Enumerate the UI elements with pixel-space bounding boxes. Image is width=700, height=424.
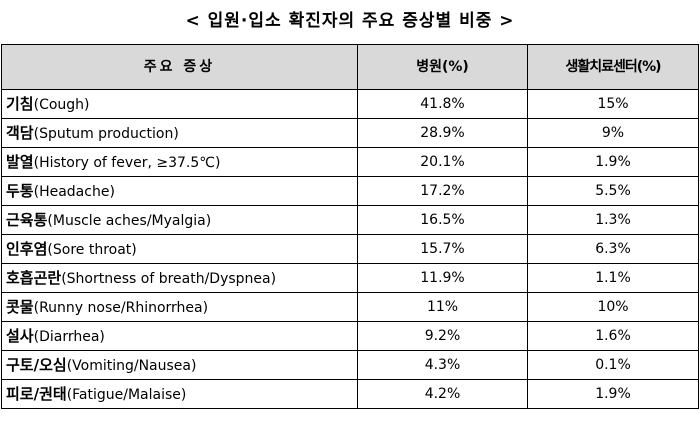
symptom-cell: 피로/권태(Fatigue/Malaise): [1, 379, 358, 409]
center-percent: 9%: [527, 118, 699, 148]
center-percent: 1.9%: [527, 379, 699, 409]
symptom-name-ko: 근육통: [6, 210, 48, 229]
hospital-percent: 11%: [357, 292, 528, 322]
symptom-cell: 인후염(Sore throat): [1, 234, 358, 264]
table-row: 인후염(Sore throat) 15.7% 6.3%: [1, 234, 699, 264]
center-percent: 15%: [527, 89, 699, 119]
table-row: 콧물(Runny nose/Rhinorrhea) 11% 10%: [1, 292, 699, 322]
hospital-percent: 15.7%: [357, 234, 528, 264]
center-percent: 1.6%: [527, 321, 699, 351]
hospital-percent: 4.2%: [357, 379, 528, 409]
symptom-cell: 객담(Sputum production): [1, 118, 358, 148]
hospital-percent: 41.8%: [357, 89, 528, 119]
symptom-name-ko: 객담: [6, 123, 34, 142]
symptom-name-ko: 인후염: [6, 239, 48, 258]
center-percent: 1.1%: [527, 263, 699, 293]
symptom-cell: 구토/오심(Vomiting/Nausea): [1, 350, 358, 380]
symptom-name-en: (Muscle aches/Myalgia): [47, 212, 212, 229]
hospital-percent: 4.3%: [357, 350, 528, 380]
table-row: 두통(Headache) 17.2% 5.5%: [1, 176, 699, 206]
table-row: 근육통(Muscle aches/Myalgia) 16.5% 1.3%: [1, 205, 699, 235]
symptom-name-en: (Sore throat): [47, 241, 137, 258]
table-row: 피로/권태(Fatigue/Malaise) 4.2% 1.9%: [1, 379, 699, 409]
symptom-name-en: (Sputum production): [33, 125, 179, 142]
symptom-name-ko: 콧물: [6, 297, 34, 316]
center-percent: 6.3%: [527, 234, 699, 264]
center-percent: 10%: [527, 292, 699, 322]
hospital-percent: 17.2%: [357, 176, 528, 206]
table-row: 기침(Cough) 41.8% 15%: [1, 89, 699, 119]
table-row: 호흡곤란(Shortness of breath/Dyspnea) 11.9% …: [1, 263, 699, 293]
table-row: 구토/오심(Vomiting/Nausea) 4.3% 0.1%: [1, 350, 699, 380]
table-row: 발열(History of fever, ≥37.5℃) 20.1% 1.9%: [1, 147, 699, 177]
hospital-percent: 9.2%: [357, 321, 528, 351]
symptom-name-en: (History of fever, ≥37.5℃): [33, 154, 221, 171]
symptom-table: 주요 증상 병원(%) 생활치료센터(%) 기침(Cough) 41.8% 15…: [1, 44, 699, 409]
symptom-cell: 호흡곤란(Shortness of breath/Dyspnea): [1, 263, 358, 293]
symptom-name-ko: 피로/권태: [6, 384, 67, 403]
symptom-name-ko: 구토/오심: [6, 355, 67, 374]
symptom-name-en: (Cough): [33, 96, 90, 113]
symptom-name-en: (Diarrhea): [33, 328, 105, 345]
table-row: 설사(Diarrhea) 9.2% 1.6%: [1, 321, 699, 351]
header-treatment-center: 생활치료센터(%): [527, 44, 699, 90]
symptom-cell: 설사(Diarrhea): [1, 321, 358, 351]
symptom-name-en: (Headache): [33, 183, 115, 200]
center-percent: 5.5%: [527, 176, 699, 206]
header-hospital: 병원(%): [357, 44, 528, 90]
center-percent: 0.1%: [527, 350, 699, 380]
table-header-row: 주요 증상 병원(%) 생활치료센터(%): [1, 44, 699, 90]
symptom-name-ko: 호흡곤란: [6, 268, 62, 287]
symptom-cell: 기침(Cough): [1, 89, 358, 119]
symptom-name-en: (Fatigue/Malaise): [66, 386, 187, 403]
symptom-cell: 발열(History of fever, ≥37.5℃): [1, 147, 358, 177]
header-symptom: 주요 증상: [1, 44, 358, 90]
symptom-name-en: (Shortness of breath/Dyspnea): [61, 270, 277, 287]
symptom-cell: 콧물(Runny nose/Rhinorrhea): [1, 292, 358, 322]
table-row: 객담(Sputum production) 28.9% 9%: [1, 118, 699, 148]
symptom-name-ko: 기침: [6, 94, 34, 113]
symptom-cell: 두통(Headache): [1, 176, 358, 206]
symptom-name-ko: 설사: [6, 326, 34, 345]
hospital-percent: 16.5%: [357, 205, 528, 235]
symptom-name-en: (Runny nose/Rhinorrhea): [33, 299, 209, 316]
hospital-percent: 28.9%: [357, 118, 528, 148]
hospital-percent: 11.9%: [357, 263, 528, 293]
document-title: < 입원·입소 확진자의 주요 증상별 비중 >: [185, 11, 515, 31]
symptom-cell: 근육통(Muscle aches/Myalgia): [1, 205, 358, 235]
center-percent: 1.9%: [527, 147, 699, 177]
center-percent: 1.3%: [527, 205, 699, 235]
symptom-name-ko: 발열: [6, 152, 34, 171]
hospital-percent: 20.1%: [357, 147, 528, 177]
symptom-name-ko: 두통: [6, 181, 34, 200]
symptom-name-en: (Vomiting/Nausea): [66, 357, 197, 374]
